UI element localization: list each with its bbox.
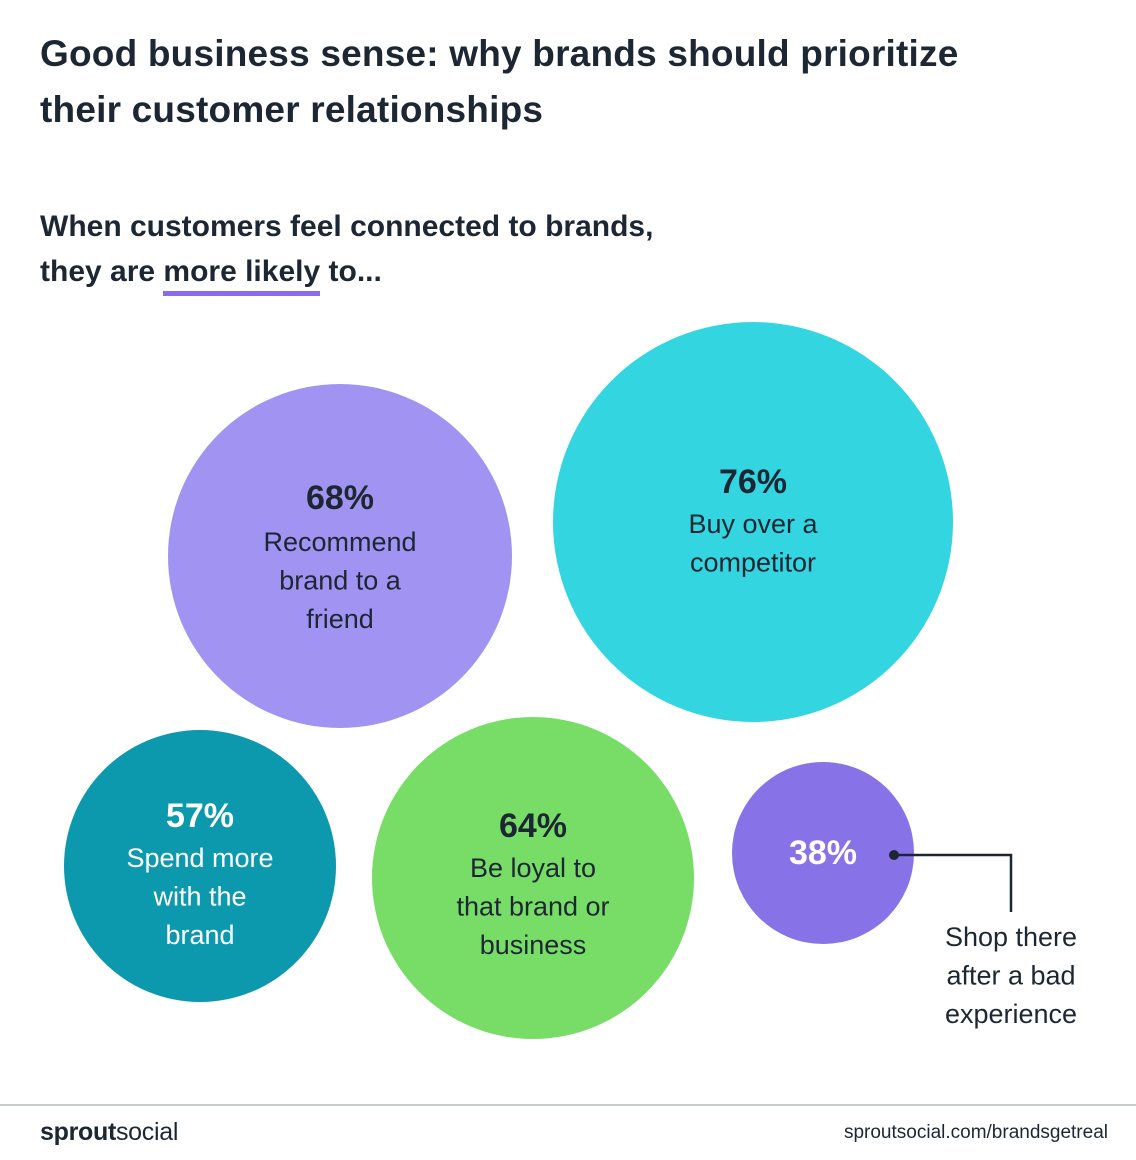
bubble-value-label: 38% — [789, 834, 857, 872]
bubble-64 — [372, 717, 694, 1039]
logo-bold: sprout — [40, 1118, 116, 1146]
bubble-category-label: Buy over a — [688, 509, 818, 539]
callout-line — [894, 853, 1013, 912]
subtitle-pre: they are — [40, 255, 164, 288]
bubble-category-label: that brand or — [456, 892, 609, 922]
sproutsocial-logo: sproutsocial — [40, 1118, 178, 1147]
bubble-category-label: business — [480, 930, 587, 960]
subtitle-line-1: When customers feel connected to brands, — [40, 210, 654, 243]
bubble-category-label: with the — [152, 882, 246, 912]
callout-label-line: experience — [945, 999, 1077, 1029]
bubble-category-label: brand — [165, 920, 234, 950]
subtitle-line-2: they are more likely to... — [40, 249, 800, 296]
bubble-value-label: 57% — [166, 797, 234, 835]
bubble-38 — [732, 762, 914, 944]
title-line-1: Good business sense: why brands should p… — [40, 33, 959, 74]
bubble-value-label: 76% — [719, 463, 787, 501]
bubble-category-label: competitor — [690, 548, 816, 578]
chart-title: Good business sense: why brands should p… — [40, 26, 1120, 138]
bubble-68 — [168, 384, 512, 728]
bubble-57 — [64, 730, 336, 1002]
footer-url: sproutsocial.com/brandsgetreal — [843, 1122, 1108, 1143]
bubble-category-label: friend — [306, 604, 374, 634]
callout-label-line: after a bad — [946, 961, 1075, 991]
subtitle-emphasis: more likely — [163, 255, 321, 296]
bubble-category-label: brand to a — [279, 566, 402, 596]
bubble-value-label: 64% — [499, 807, 567, 845]
callout-label-line: Shop there — [945, 922, 1077, 952]
footer-divider — [0, 1104, 1136, 1106]
bubble-value-label: 68% — [306, 479, 374, 517]
logo-regular: social — [115, 1118, 179, 1146]
bubble-chart: 68% Recommend brand to a friend 76% Buy over … — [64, 322, 1077, 1039]
bubble-category-label: Recommend — [263, 527, 416, 557]
chart-subtitle: When customers feel connected to brands,… — [40, 204, 800, 296]
subtitle-post: to... — [320, 255, 382, 288]
bubble-category-label: Be loyal to — [470, 853, 596, 883]
title-line-2: their customer relationships — [40, 89, 544, 130]
bubble-76 — [553, 322, 953, 722]
bubble-category-label: Spend more — [126, 843, 273, 873]
